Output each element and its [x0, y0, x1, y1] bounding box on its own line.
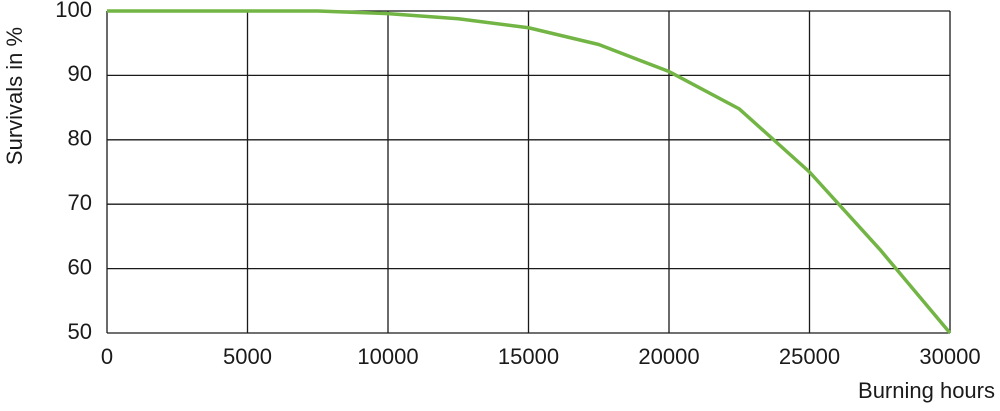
x-tick-label: 25000 — [779, 344, 840, 369]
y-tick-label: 80 — [68, 126, 92, 151]
x-axis-label: Burning hours — [858, 378, 995, 403]
x-tick-label: 0 — [101, 344, 113, 369]
y-tick-label: 100 — [55, 0, 92, 22]
x-tick-label: 15000 — [498, 344, 559, 369]
x-tick-label: 10000 — [357, 344, 418, 369]
line — [107, 9, 952, 335]
y-tick-label: 60 — [68, 254, 92, 279]
y-tick-label: 70 — [68, 190, 92, 215]
y-tick-label: 90 — [68, 61, 92, 86]
x-tick-label: 20000 — [638, 344, 699, 369]
x-tick-label: 30000 — [919, 344, 980, 369]
x-tick-label: 5000 — [223, 344, 272, 369]
y-axis-label: Survivals in % — [2, 27, 27, 165]
y-tick-label: 50 — [68, 319, 92, 344]
